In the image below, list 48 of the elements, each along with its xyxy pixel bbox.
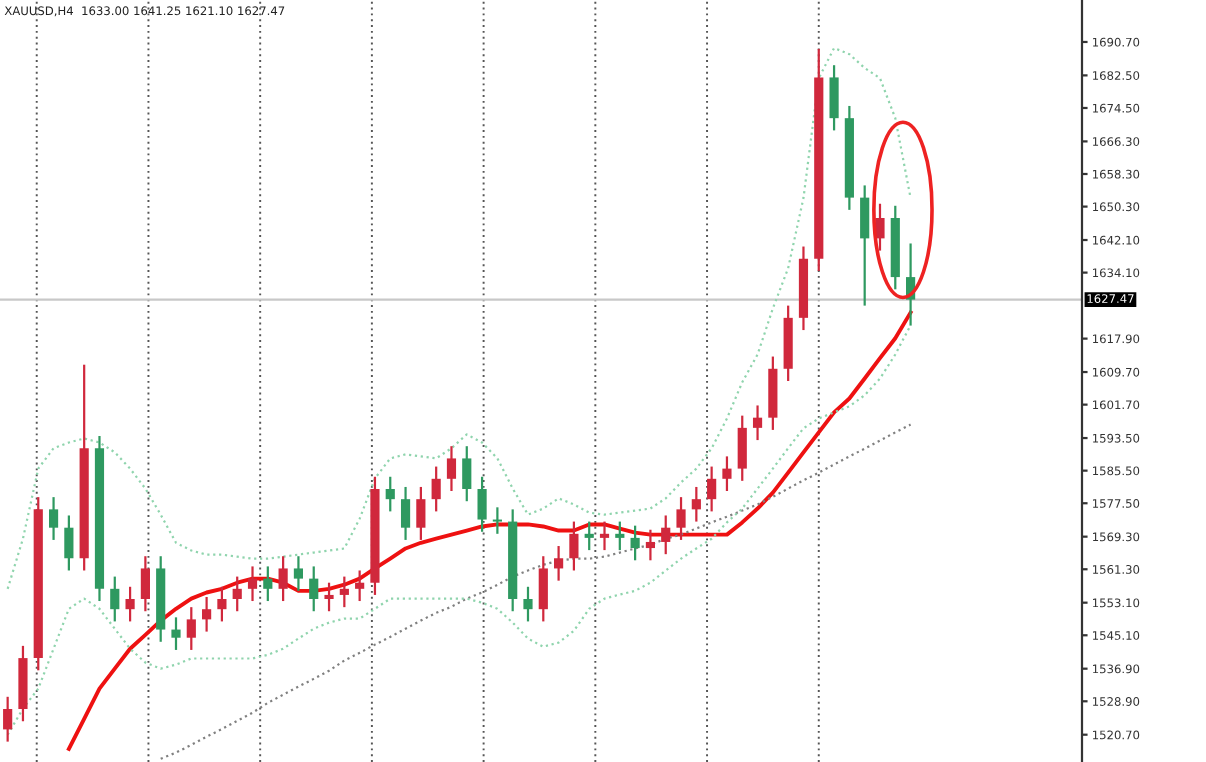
candlestick bbox=[691, 485, 701, 523]
candlestick bbox=[416, 485, 426, 542]
candlestick bbox=[186, 606, 196, 652]
candlestick bbox=[661, 514, 671, 556]
candlestick bbox=[431, 465, 441, 513]
candlestick bbox=[309, 565, 319, 613]
candlestick bbox=[492, 506, 502, 535]
line-series bbox=[159, 423, 912, 760]
candlestick bbox=[630, 524, 640, 562]
candlestick bbox=[446, 445, 457, 493]
candlestick bbox=[707, 465, 717, 513]
line-series bbox=[6, 46, 912, 590]
candlestick bbox=[645, 528, 656, 562]
candlestick bbox=[569, 520, 579, 572]
candlestick bbox=[125, 585, 135, 623]
candlestick bbox=[202, 595, 212, 633]
candlestick bbox=[278, 555, 288, 603]
candlestick bbox=[400, 485, 411, 542]
candlestick bbox=[860, 184, 870, 307]
candlestick bbox=[599, 520, 610, 552]
candlestick bbox=[538, 555, 548, 623]
candlestick bbox=[385, 475, 395, 513]
candlestick bbox=[263, 565, 273, 603]
candlestick bbox=[584, 520, 594, 552]
candlestick bbox=[64, 514, 74, 572]
candlestick bbox=[875, 202, 885, 252]
candlestick bbox=[554, 544, 564, 582]
candlestick bbox=[3, 695, 13, 743]
candlestick bbox=[737, 414, 747, 482]
candlestick bbox=[171, 616, 181, 652]
candlestick bbox=[293, 555, 304, 592]
candlestick bbox=[676, 496, 686, 542]
candlestick bbox=[339, 575, 349, 609]
candlestick bbox=[829, 64, 839, 132]
candlestick bbox=[324, 581, 334, 613]
candlestick bbox=[523, 585, 533, 623]
candlestick bbox=[462, 445, 472, 503]
candlestick bbox=[752, 404, 763, 442]
candlestick bbox=[217, 585, 227, 623]
candlestick bbox=[355, 569, 365, 603]
candlestick bbox=[48, 496, 59, 542]
candlestick bbox=[140, 555, 150, 613]
candlestick bbox=[477, 475, 487, 533]
candlestick bbox=[615, 520, 625, 552]
candlestick bbox=[232, 575, 242, 613]
candlestick bbox=[722, 455, 732, 493]
candlestick bbox=[110, 575, 120, 623]
candlestick bbox=[247, 565, 258, 603]
